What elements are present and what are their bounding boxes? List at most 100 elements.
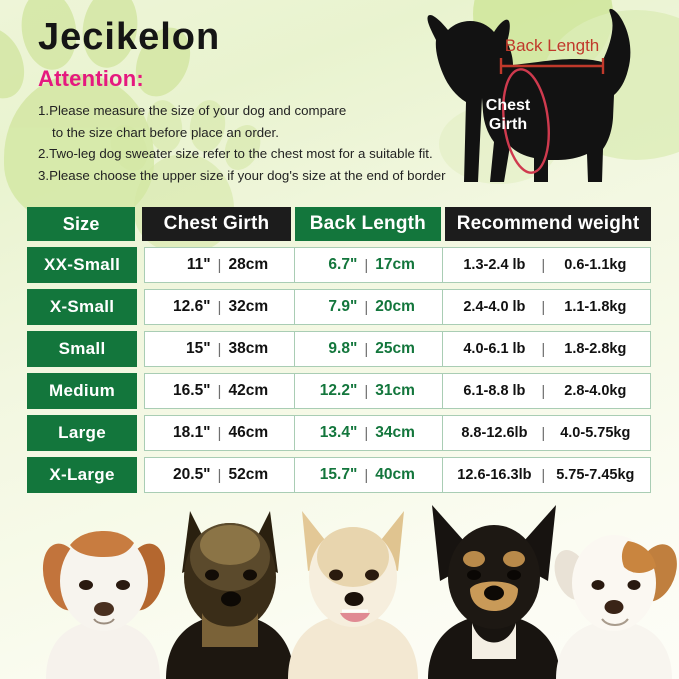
chest-cm: 28cm (228, 256, 269, 273)
unit-separator: | (217, 424, 222, 442)
table-row: X-Large 20.5" | 52cm 15.7" | 40cm 12.6-1… (27, 457, 651, 493)
brand-title: Jecikelon (38, 16, 221, 58)
unit-separator: | (217, 382, 222, 400)
column-header-back: Back Length (294, 207, 442, 241)
cell-size: X-Large (27, 457, 138, 493)
unit-separator: | (217, 340, 222, 358)
chest-inches: 16.5" (173, 382, 211, 399)
unit-separator: | (541, 424, 546, 442)
unit-separator: | (541, 256, 546, 274)
chest-cm: 42cm (228, 382, 269, 399)
back-inches: 7.9" (328, 298, 358, 315)
back-inches: 12.2" (319, 382, 358, 399)
unit-separator: | (364, 382, 369, 400)
cell-weight: 1.3-2.4 lb | 0.6-1.1kg (441, 247, 651, 283)
dog-photo-black-tan-chihuahua (414, 497, 574, 679)
weight-kg: 2.8-4.0kg (564, 383, 627, 399)
cell-weight: 6.1-8.8 lb | 2.8-4.0kg (441, 373, 651, 409)
chest-cm: 32cm (228, 298, 269, 315)
cell-size: Medium (27, 373, 138, 409)
table-row: XX-Small 11" | 28cm 6.7" | 17cm 1.3-2.4 … (27, 247, 651, 283)
unit-separator: | (364, 298, 369, 316)
dog-silhouette-icon (427, 8, 631, 183)
weight-kg: 1.1-1.8kg (564, 299, 627, 315)
unit-separator: | (364, 256, 369, 274)
back-cm: 17cm (375, 256, 415, 273)
weight-lb: 4.0-6.1 lb (463, 341, 526, 357)
back-inches: 6.7" (328, 256, 358, 273)
weight-kg: 4.0-5.75kg (560, 425, 631, 441)
table-header-row: Size Chest Girth Back Length Recommend w… (27, 207, 651, 241)
table-row: X-Small 12.6" | 32cm 7.9" | 20cm 2.4-4.0… (27, 289, 651, 325)
chest-cm: 46cm (228, 424, 269, 441)
table-row: Large 18.1" | 46cm 13.4" | 34cm 8.8-12.6… (27, 415, 651, 451)
chest-inches: 18.1" (173, 424, 211, 441)
column-header-weight: Recommend weight (445, 207, 651, 241)
back-cm: 20cm (375, 298, 415, 315)
back-cm: 40cm (375, 466, 415, 483)
chest-girth-label-line2: Girth (489, 116, 527, 133)
note-line: 1.Please measure the size of your dog an… (38, 103, 347, 118)
back-cm: 31cm (375, 382, 415, 399)
cell-back-length: 6.7" | 17cm (293, 247, 443, 283)
weight-lb: 6.1-8.8 lb (463, 383, 526, 399)
attention-notes: 1.Please measure the size of your dog an… (38, 100, 458, 186)
unit-separator: | (364, 340, 369, 358)
table-row: Medium 16.5" | 42cm 12.2" | 31cm 6.1-8.8… (27, 373, 651, 409)
weight-lb: 2.4-4.0 lb (463, 299, 526, 315)
cell-chest-girth: 11" | 28cm (144, 247, 295, 283)
cell-weight: 8.8-12.6lb | 4.0-5.75kg (441, 415, 651, 451)
chest-cm: 52cm (228, 466, 269, 483)
unit-separator: | (541, 466, 546, 484)
cell-back-length: 7.9" | 20cm (293, 289, 443, 325)
cell-weight: 4.0-6.1 lb | 1.8-2.8kg (441, 331, 651, 367)
back-cm: 34cm (375, 424, 415, 441)
note-line-continued: to the size chart before place an order. (52, 124, 279, 140)
dog-photo-long-haired-chihuahua (278, 501, 428, 679)
cell-back-length: 13.4" | 34cm (293, 415, 443, 451)
dog-photo-yorkshire-terrier (152, 497, 307, 679)
back-inches: 13.4" (319, 424, 358, 441)
cell-back-length: 9.8" | 25cm (293, 331, 443, 367)
unit-separator: | (364, 424, 369, 442)
column-header-chest: Chest Girth (142, 207, 291, 241)
note-item: 3.Please choose the upper size if your d… (38, 167, 446, 183)
weight-kg: 1.8-2.8kg (564, 341, 627, 357)
back-length-label: Back Length (505, 36, 600, 55)
note-item: 2.Two-leg dog sweater size refer to the … (38, 146, 433, 162)
cell-weight: 2.4-4.0 lb | 1.1-1.8kg (441, 289, 651, 325)
cell-chest-girth: 15" | 38cm (144, 331, 295, 367)
cell-chest-girth: 12.6" | 32cm (144, 289, 295, 325)
cell-chest-girth: 20.5" | 52cm (144, 457, 295, 493)
cell-back-length: 12.2" | 31cm (293, 373, 443, 409)
unit-separator: | (541, 298, 546, 316)
cell-size: Large (27, 415, 138, 451)
back-length-measure (499, 58, 605, 74)
unit-separator: | (364, 466, 369, 484)
chest-inches: 20.5" (173, 466, 211, 483)
size-chart-table: Size Chest Girth Back Length Recommend w… (27, 207, 651, 493)
unit-separator: | (217, 466, 222, 484)
dog-photo-jack-russell-terrier (544, 511, 679, 679)
unit-separator: | (541, 382, 546, 400)
chest-inches: 12.6" (173, 298, 211, 315)
dog-measurement-diagram: Back Length Chest Girth (398, 6, 676, 202)
dog-photo-beagle-puppy (28, 509, 178, 679)
back-inches: 15.7" (319, 466, 358, 483)
weight-kg: 0.6-1.1kg (564, 257, 627, 273)
chest-inches: 11" (186, 256, 211, 273)
chest-girth-label-line1: Chest (486, 97, 531, 114)
column-header-size: Size (27, 207, 136, 241)
cell-weight: 12.6-16.3lb | 5.75-7.45kg (441, 457, 651, 493)
unit-separator: | (217, 256, 222, 274)
unit-separator: | (217, 298, 222, 316)
cell-chest-girth: 18.1" | 46cm (144, 415, 295, 451)
cell-size: XX-Small (27, 247, 138, 283)
note-item: 1.Please measure the size of your dog an… (38, 100, 458, 143)
table-row: Small 15" | 38cm 9.8" | 25cm 4.0-6.1 lb … (27, 331, 651, 367)
weight-lb: 8.8-12.6lb (461, 425, 528, 441)
back-cm: 25cm (375, 340, 415, 357)
unit-separator: | (541, 340, 546, 358)
weight-lb: 1.3-2.4 lb (463, 257, 526, 273)
weight-kg: 5.75-7.45kg (556, 467, 635, 483)
